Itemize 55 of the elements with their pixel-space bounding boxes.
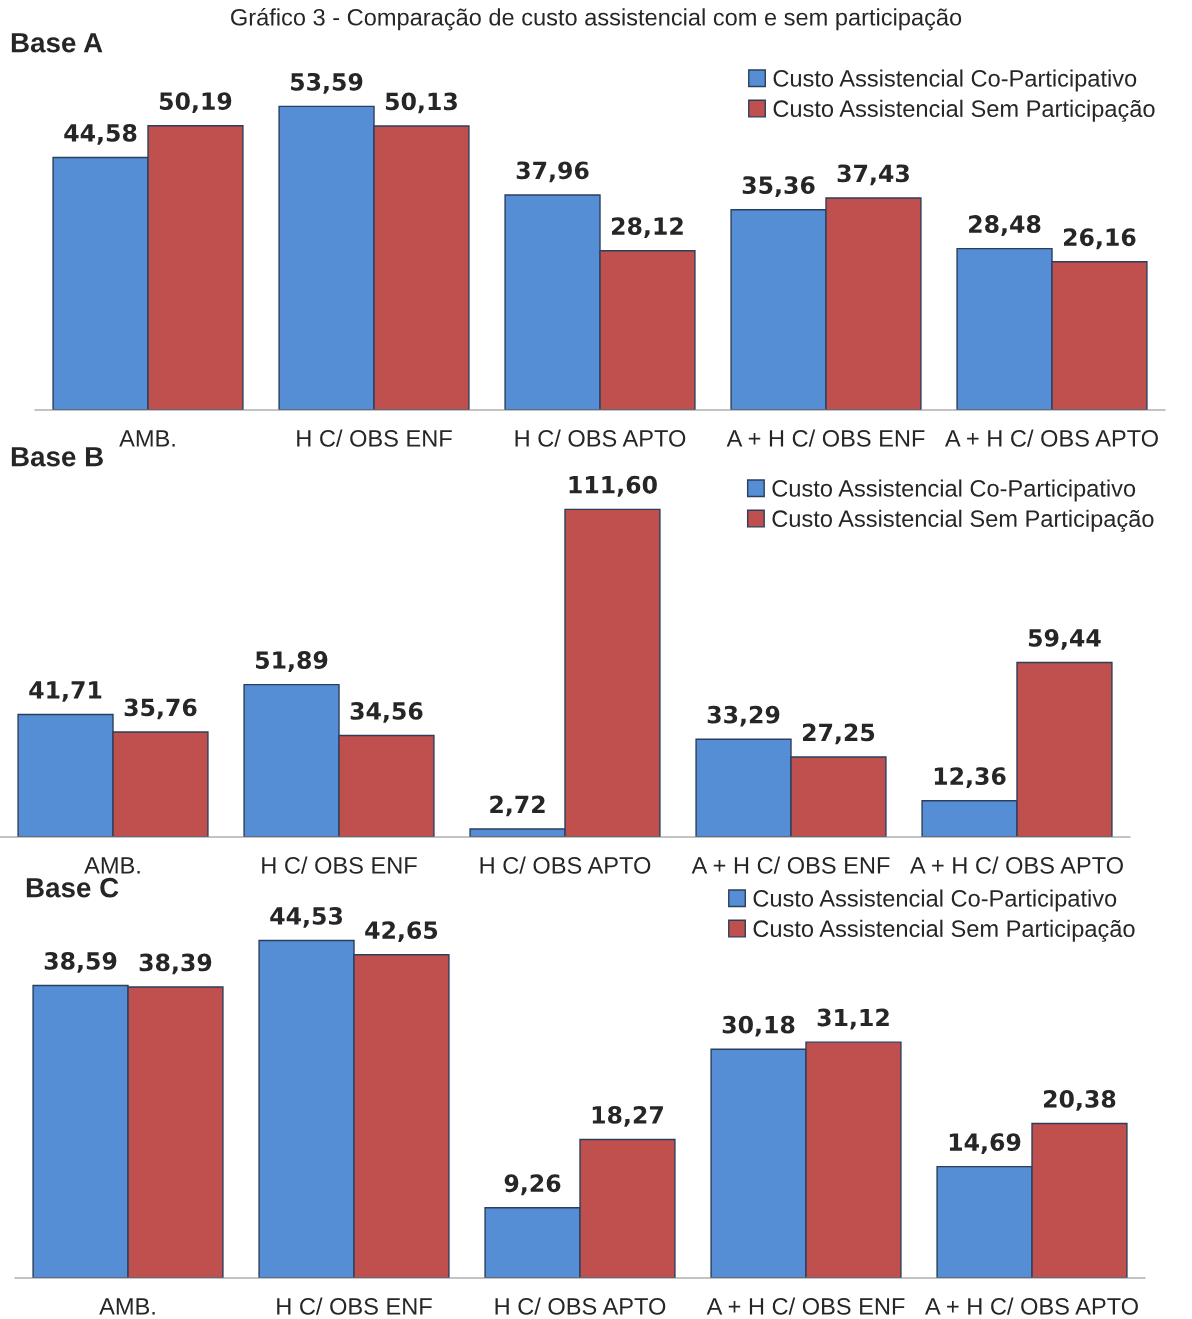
x-tick-label: H C/ OBS ENF (262, 856, 417, 874)
data-label: 18,27 (592, 1105, 663, 1127)
x-tick-label: A + H C/ OBS APTO (924, 1297, 1138, 1315)
data-label: 31,12 (817, 1008, 889, 1030)
x-tick-label: H C/ OBS ENF (297, 429, 452, 447)
x-tick-label: H C/ OBS ENF (277, 1297, 432, 1315)
x-tick-label: AMB. (119, 430, 175, 447)
legend-label: Custo Assistencial Sem Participação (753, 919, 1135, 942)
data-label: 33,29 (707, 705, 780, 727)
data-label: 37,96 (516, 161, 589, 183)
data-label: 59,44 (1028, 628, 1101, 650)
data-label: 14,69 (949, 1133, 1021, 1154)
data-label: 44,58 (64, 123, 137, 145)
chart-title: Base B (11, 447, 103, 467)
data-label: 38,39 (139, 953, 212, 975)
text: Gráfico 3 - Comparação de custo assistencial com e sem participação (231, 8, 962, 31)
data-label: 53,59 (291, 72, 363, 94)
x-tick-label: A + H C/ OBS APTO (944, 429, 1158, 447)
data-label: 27,25 (802, 723, 875, 745)
x-tick-label: AMB. (84, 857, 140, 874)
data-label: 111,60 (569, 475, 657, 497)
data-label: 35,76 (124, 698, 197, 720)
data-label: 38,59 (44, 951, 117, 973)
chart-title: Base C (26, 877, 119, 898)
data-label: 20,38 (1043, 1089, 1116, 1111)
data-label: 42,65 (365, 921, 438, 943)
data-label: 50,19 (159, 92, 232, 114)
data-label: 30,18 (722, 1015, 795, 1037)
x-tick-label: A + H C/ OBS ENF (706, 1297, 905, 1315)
data-label: 26,16 (1063, 228, 1136, 250)
data-label: 34,56 (350, 701, 423, 723)
legend-label: Custo Assistencial Co-Participativo (772, 479, 1136, 502)
data-label: 50,13 (385, 92, 457, 114)
x-tick-label: AMB. (99, 1298, 155, 1315)
data-label: 41,71 (29, 681, 102, 702)
data-label: 9,26 (504, 1174, 561, 1196)
data-label: 28,12 (611, 217, 683, 239)
data-label: 44,53 (270, 906, 343, 928)
x-tick-label: A + H C/ OBS ENF (726, 429, 925, 447)
legend-label: Custo Assistencial Sem Participação (772, 509, 1154, 532)
x-tick-label: H C/ OBS APTO (515, 429, 686, 447)
data-label: 12,36 (934, 767, 1006, 789)
data-label: 28,48 (969, 215, 1041, 236)
data-label: 51,89 (256, 651, 328, 672)
x-tick-label: A + H C/ OBS ENF (691, 856, 890, 874)
legend-label: Custo Assistencial Co-Participativo (773, 69, 1137, 92)
data-label: 37,43 (837, 164, 909, 186)
legend-label: Custo Assistencial Co-Participativo (753, 889, 1117, 912)
data-label: 35,36 (742, 176, 815, 198)
x-tick-label: A + H C/ OBS APTO (909, 856, 1123, 874)
x-tick-label: H C/ OBS APTO (480, 856, 651, 874)
x-tick-label: H C/ OBS APTO (495, 1297, 666, 1315)
legend-label: Custo Assistencial Sem Participação (773, 99, 1155, 122)
chart-title: Base A (11, 33, 103, 53)
data-label: 2,72 (490, 795, 545, 817)
